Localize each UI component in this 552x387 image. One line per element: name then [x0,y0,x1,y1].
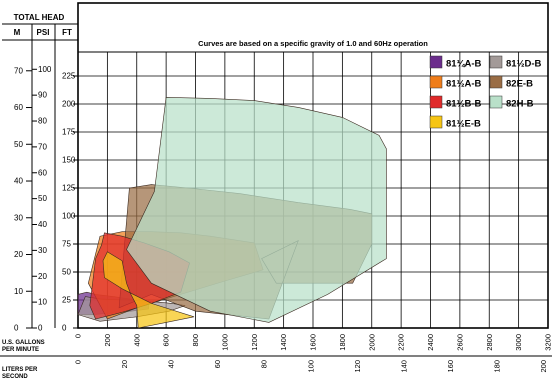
x-tick-label: 2600 [455,334,464,351]
psi-header: PSI [37,28,50,37]
psi-tick-label: 20 [38,272,47,281]
psi-tick-label: 70 [38,142,47,151]
x2-tick-label: 180 [493,360,502,373]
series-group [77,96,387,329]
legend-label: 81½E-B [446,119,481,130]
ft-tick-label: 175 [62,128,76,137]
psi-tick-label: 100 [38,65,52,74]
legend-label: 82H-B [506,99,534,110]
legend-swatch [429,115,443,129]
x-tick-label: 3000 [514,334,523,351]
m-tick-label: 60 [14,103,23,112]
psi-tick-label: 60 [38,168,47,177]
legend-label: 82E-B [506,79,533,90]
ft-tick-label: 75 [62,240,71,249]
ft-header: FT [62,28,72,37]
x-tick-label: 1000 [220,334,229,351]
psi-tick-label: 40 [38,220,47,229]
legend: 81¼A-B 81½D-B 81½A-B 82E-B 81½B-B 82H-B 81½E-B [429,55,542,130]
x-tick-label: 1200 [250,334,259,351]
x2-tick-label: 80 [260,360,269,368]
x-tick-label: 1400 [279,334,288,351]
x-axis: 0 200 400 600 800 1000 1200 1400 1600 1800 2000 220… [74,334,552,373]
x-tick-label: 2000 [367,334,376,351]
left-axes: 0255075100125150175200225010203040506070… [14,65,78,333]
x-tick-label: 2800 [485,334,494,351]
x2-tick-label: 100 [306,360,315,373]
legend-swatch [489,55,503,69]
x-tick-label: 400 [132,334,141,347]
x-tick-label: 2400 [426,334,435,351]
total-head-label: TOTAL HEAD [14,13,65,22]
ft-tick-label: 25 [62,296,71,305]
x2-tick-label: 160 [446,360,455,373]
x-axis-title-line1: U.S. GALLONS [2,340,45,346]
m-tick-label: 50 [14,140,23,149]
ft-tick-label: 225 [62,72,76,81]
legend-label: 81¼A-B [446,59,482,70]
x-tick-label: 800 [191,334,200,347]
psi-tick-label: 0 [38,324,43,333]
psi-tick-label: 50 [38,194,47,203]
x-tick-label: 3200 [544,334,552,351]
m-tick-label: 20 [14,250,23,259]
ft-tick-label: 100 [62,212,76,221]
legend-swatch [489,75,503,89]
x2-tick-label: 140 [399,360,408,373]
header-table [2,23,78,328]
x-tick-label: 2200 [397,334,406,351]
legend-swatch [429,75,443,89]
m-tick-label: 30 [14,213,23,222]
m-header: M [14,28,21,37]
ft-tick-label: 0 [62,324,67,333]
x2-tick-label: 20 [120,360,129,368]
psi-tick-label: 30 [38,246,47,255]
x-axis-title-line2: PER MINUTE [2,347,39,353]
psi-tick-label: 80 [38,117,47,126]
x2-axis-title-line1: LITERS PER [2,367,38,373]
psi-tick-label: 90 [38,91,47,100]
legend-label: 81½A-B [446,79,482,90]
legend-swatch [429,55,443,69]
x2-tick-label: 200 [539,360,548,373]
x-tick-label: 1600 [309,334,318,351]
legend-swatch [489,95,503,109]
x-tick-label: 0 [74,334,83,338]
chart-subtitle: Curves are based on a specific gravity o… [198,39,428,48]
ft-tick-label: 150 [62,156,76,165]
x2-axis-title-line2: SECOND [2,374,28,380]
ft-tick-label: 200 [62,100,76,109]
legend-label: 81½B-B [446,99,482,110]
x2-tick-label: 120 [353,360,362,373]
ft-tick-label: 50 [62,268,71,277]
x-tick-label: 200 [103,334,112,347]
m-tick-label: 70 [14,66,23,75]
x-tick-label: 600 [162,334,171,347]
m-tick-label: 40 [14,177,23,186]
m-tick-label: 0 [14,324,19,333]
series-area [102,251,195,329]
ft-tick-label: 125 [62,184,76,193]
x2-tick-label: 60 [213,360,222,368]
psi-tick-label: 10 [38,298,47,307]
m-tick-label: 10 [14,287,23,296]
x2-tick-label: 0 [74,360,83,364]
legend-swatch [429,95,443,109]
x2-tick-label: 40 [167,360,176,368]
x-tick-label: 1800 [338,334,347,351]
legend-label: 81½D-B [506,59,542,70]
series-area [126,96,387,323]
